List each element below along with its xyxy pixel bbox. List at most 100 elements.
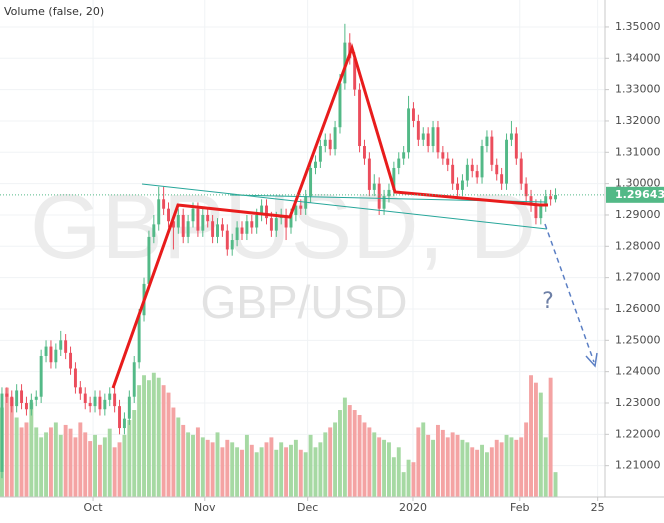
candle-body [323,139,327,147]
volume-bar [519,437,524,497]
volume-bar [269,437,274,497]
candle-body [235,227,239,241]
candle-body [500,174,504,184]
candle-body [480,146,484,178]
volume-bar [494,439,499,497]
volume-bar [14,417,19,497]
volume-bar [347,405,352,497]
volume-bar [357,414,362,497]
volume-bar [274,449,279,497]
candle-body [451,164,455,184]
candle-body [157,199,161,225]
candle-body [206,214,210,222]
volume-bar [372,432,377,497]
zigzag-drawing [111,43,548,389]
candle-body [29,399,33,410]
candle-body [49,346,53,363]
candle-body [78,387,82,394]
volume-bar [450,432,455,497]
candle-body [274,218,278,231]
volume-bar [88,441,93,497]
volume-bar [230,442,235,497]
volume-bar [9,397,14,497]
volume-bar [195,427,200,497]
volume-bar [529,375,533,497]
candle-body [490,136,494,165]
candle-body [431,127,435,147]
candle-body [318,146,322,162]
volume-bar [279,442,284,497]
volume-bar [29,402,34,497]
candle-body [539,205,543,219]
candle-body [83,393,87,403]
volume-layer [0,372,558,497]
volume-bar [426,434,431,497]
candle-body [230,240,234,250]
y-tick-label: 1.22000 [615,427,661,440]
volume-bar [53,422,58,497]
candle-body [544,196,548,206]
candle-body [191,208,195,222]
candle-body [245,221,249,234]
candle-body [514,133,518,159]
volume-bar [171,407,176,497]
volume-bar [548,377,553,497]
volume-bar [460,439,465,497]
candle-body [421,133,425,140]
candle-body [152,224,156,237]
volume-bar [499,442,504,497]
volume-bar [391,457,396,497]
candle-body [333,127,337,150]
candle-body [186,221,190,237]
candle-body [132,362,136,397]
volume-bar [215,432,220,497]
x-tick-label: Dec [297,501,318,514]
volume-bar [78,422,83,497]
candle-body [171,221,175,228]
candle-body [73,368,77,388]
volume-bar [225,439,230,497]
volume-bar [200,437,205,497]
volume-bar [83,432,88,497]
candle-body [265,205,268,219]
volume-bar [127,419,132,497]
volume-bar [68,428,73,497]
volume-bar [533,382,538,497]
candle-body [294,205,298,215]
candle-body [225,230,229,250]
volume-bar [367,427,372,497]
candle-body [5,393,9,397]
candle-body [260,205,264,215]
candle-body [343,42,347,84]
candle-body [10,396,14,407]
volume-bar [73,437,78,497]
candle-body [250,221,254,228]
forecast-arrow [544,223,595,363]
volume-bar [181,424,186,497]
y-tick-label: 1.23000 [615,396,661,409]
candle-body [485,136,489,147]
volume-bar [259,447,264,497]
candle-body [314,161,317,168]
volume-bar [191,434,195,497]
candle-body [255,214,259,228]
candle-body [211,221,215,237]
candle-body [15,390,19,407]
volume-bar [514,439,519,497]
volume-bar [264,442,269,497]
candle-body [108,393,112,400]
candle-body [137,315,141,363]
candle-body [353,58,357,90]
candle-body [34,396,38,400]
volume-bar [220,447,225,497]
trend-line [141,183,548,230]
volume-bar [249,444,254,497]
candle-body [363,146,366,159]
volume-bar [308,434,313,497]
candle-body [470,164,474,172]
x-tick-label: Feb [510,501,529,514]
volume-bar [107,428,112,497]
volume-bar [475,449,480,497]
volume-bar [362,422,367,497]
